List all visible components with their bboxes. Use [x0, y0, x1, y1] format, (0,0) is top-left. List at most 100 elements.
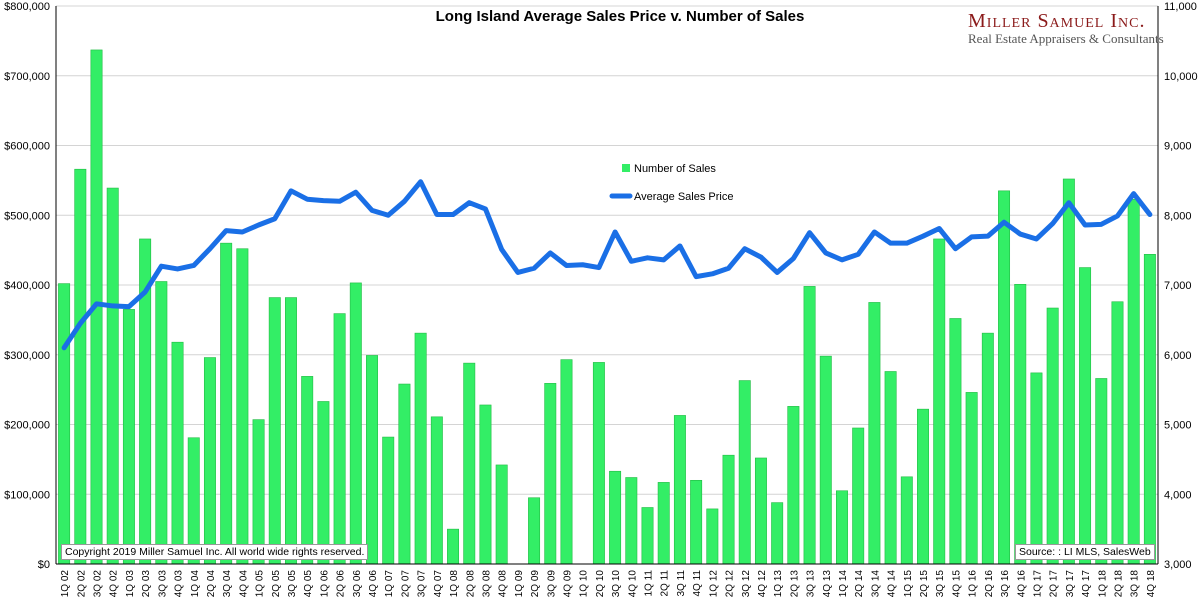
x-tick-label: 4Q 04	[238, 570, 249, 598]
x-tick-label: 4Q 03	[174, 570, 185, 598]
sales-bar	[349, 282, 362, 565]
x-tick-label: 3Q 13	[806, 570, 817, 598]
x-tick-label: 4Q 09	[562, 570, 573, 598]
bar-series	[58, 49, 1156, 565]
sales-bar	[463, 362, 476, 565]
x-tick-label: 2Q 03	[141, 570, 152, 598]
x-tick-label: 1Q 04	[190, 570, 201, 598]
sales-bar	[1111, 301, 1124, 565]
sales-bar	[479, 404, 492, 565]
x-tick-label: 3Q 16	[1000, 570, 1011, 598]
x-tick-label: 3Q 02	[93, 570, 104, 598]
sales-bar	[74, 168, 87, 565]
x-tick-label: 3Q 04	[222, 570, 233, 598]
x-tick-label: 1Q 03	[125, 570, 136, 598]
sales-bar	[754, 457, 767, 565]
x-tick-label: 4Q 14	[887, 570, 898, 598]
sales-bar	[722, 454, 735, 565]
sales-bar	[836, 490, 848, 565]
sales-bar	[819, 355, 832, 565]
x-tick-label: 3Q 17	[1065, 570, 1076, 598]
sales-bar	[252, 419, 265, 565]
legend: Number of Sales Average Sales Price	[609, 163, 733, 203]
x-tick-label: 1Q 12	[708, 570, 719, 598]
x-tick-label: 1Q 14	[838, 570, 849, 598]
source-note: Source: : LI MLS, SalesWeb	[1015, 544, 1155, 560]
sales-bar	[1014, 283, 1027, 565]
x-tick-label: 1Q 11	[644, 570, 655, 597]
sales-bar	[771, 502, 784, 565]
x-tick-label: 1Q 07	[384, 570, 395, 598]
y-left-tick-label: $800,000	[4, 1, 50, 13]
logo-name: Miller Samuel Inc.	[968, 10, 1146, 32]
x-tick-label: 1Q 13	[773, 570, 784, 598]
x-tick-label: 3Q 15	[935, 570, 946, 598]
sales-bar	[900, 476, 913, 565]
copyright-note: Copyright 2019 Miller Samuel Inc. All wo…	[61, 544, 369, 560]
sales-bar	[220, 242, 233, 565]
sales-bar	[560, 359, 573, 565]
axes: $0 $100,000 $200,000 $300,000 $400,000 $500,0…	[4, 1, 1198, 597]
x-tick-label: 4Q 07	[433, 570, 444, 598]
x-tick-label: 1Q 17	[1032, 570, 1043, 598]
legend-label-price: Average Sales Price	[634, 191, 733, 203]
sales-bar	[430, 416, 443, 565]
logo-tagline: Real Estate Appraisers & Consultants	[968, 31, 1164, 46]
y-left-tick-label: $300,000	[4, 350, 50, 362]
sales-bar	[884, 371, 897, 565]
x-tick-label: 1Q 02	[60, 570, 71, 598]
x-tick-label: 4Q 17	[1081, 570, 1092, 598]
sales-bar	[414, 332, 427, 565]
sales-bar	[317, 401, 330, 565]
sales-bar	[528, 497, 541, 565]
x-tick-label: 4Q 08	[498, 570, 509, 598]
sales-bar	[625, 477, 638, 565]
x-tick-label: 4Q 05	[303, 570, 314, 598]
sales-bar	[949, 318, 962, 565]
sales-bar	[236, 248, 249, 565]
x-tick-label: 3Q 10	[611, 570, 622, 598]
sales-bar	[787, 406, 800, 565]
x-tick-label: 4Q 16	[1016, 570, 1027, 598]
x-tick-label: 2Q 16	[984, 570, 995, 598]
x-tick-label: 2Q 09	[530, 570, 541, 598]
x-tick-label: 1Q 10	[579, 570, 590, 598]
sales-bar	[171, 341, 184, 565]
y-right-tick-label: 11,000	[1164, 1, 1197, 13]
company-logo: Miller Samuel Inc. Real Estate Appraiser…	[968, 10, 1164, 47]
x-tick-label: 4Q 12	[757, 570, 768, 598]
sales-bar	[203, 357, 216, 565]
sales-bar	[398, 383, 411, 565]
y-right-tick-label: 3,000	[1164, 559, 1192, 571]
x-tick-label: 3Q 07	[417, 570, 428, 598]
x-tick-label: 1Q 09	[514, 570, 525, 598]
x-tick-label: 4Q 06	[368, 570, 379, 598]
x-tick-label: 1Q 15	[903, 570, 914, 598]
y-left-tick-label: $500,000	[4, 210, 50, 222]
x-tick-label: 4Q 10	[627, 570, 638, 598]
sales-bar	[706, 508, 719, 565]
sales-bar	[268, 297, 281, 565]
sales-bar	[366, 355, 378, 565]
y-right-tick-label: 7,000	[1164, 280, 1192, 292]
y-left-tick-label: $100,000	[4, 489, 50, 501]
x-tick-label: 2Q 05	[271, 570, 282, 598]
x-tick-label: 2Q 11	[660, 570, 671, 597]
y-left-tick-label: $600,000	[4, 141, 50, 153]
sales-bar	[333, 313, 346, 565]
y-left-tick-label: $200,000	[4, 420, 50, 432]
sales-bar	[965, 392, 978, 565]
x-tick-label: 3Q 11	[676, 570, 687, 597]
sales-bar	[301, 376, 314, 565]
x-tick-label: 2Q 06	[336, 570, 347, 598]
x-tick-label: 2Q 07	[400, 570, 411, 598]
y-left-tick-label: $400,000	[4, 280, 50, 292]
x-tick-label: 3Q 14	[870, 570, 881, 598]
x-tick-label: 1Q 08	[449, 570, 460, 598]
sales-bar	[1062, 178, 1075, 565]
sales-bar	[1143, 254, 1156, 565]
sales-bar	[657, 482, 670, 565]
sales-bar	[382, 436, 395, 565]
x-tick-label: 1Q 18	[1097, 570, 1108, 598]
